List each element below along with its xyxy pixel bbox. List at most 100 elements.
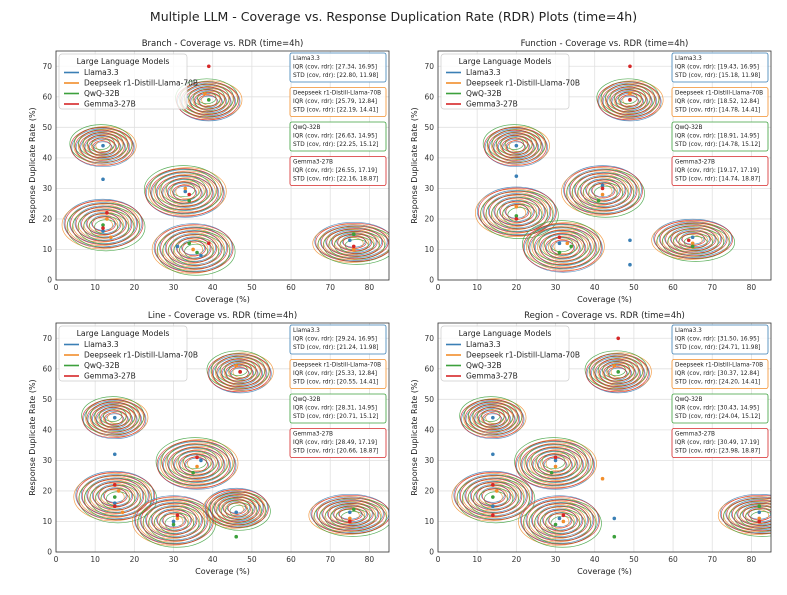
contour-ring — [475, 188, 554, 237]
legend: Large Language Models Llama3.3 Deepseek r1… — [440, 53, 580, 110]
stats-title: Gemma3-27B — [293, 160, 333, 166]
data-point — [600, 183, 605, 188]
data-point — [494, 489, 499, 493]
contour-ring — [208, 354, 272, 394]
contour-ring — [580, 176, 627, 205]
contour-ring — [86, 477, 144, 513]
contour-ring — [566, 170, 635, 213]
x-tick-label: 70 — [707, 283, 717, 292]
contour-ring — [572, 173, 629, 210]
y-tick-label: 0 — [47, 548, 52, 557]
contour-ring — [216, 358, 262, 387]
contour-ring — [210, 491, 265, 526]
contour-ring — [596, 78, 660, 118]
y-axis-label: Response Duplicate Rate (%) — [410, 379, 419, 495]
contour-ring — [532, 451, 579, 480]
x-tick-label: 50 — [629, 555, 639, 564]
y-axis-label: Response Duplicate Rate (%) — [410, 107, 419, 223]
panel-4: 0 10 20 30 40 50 60 70 80 0 10 20 30 40 50 60 70 Region -… — [410, 311, 772, 576]
contour-ring — [210, 352, 274, 392]
contour-ring — [164, 177, 211, 206]
density-contours — [451, 350, 771, 548]
contour-ring — [473, 407, 511, 431]
stats-iqr: IQR (cov, rdr): [30.49, 17.19] — [675, 440, 759, 446]
contour-ring — [535, 230, 592, 266]
contour-ring — [150, 171, 219, 214]
contour-ring — [594, 358, 640, 387]
data-point — [187, 192, 191, 197]
x-tick-label: 80 — [747, 283, 757, 292]
contour-ring — [88, 137, 116, 156]
contour-ring — [527, 447, 584, 484]
contour-ring — [488, 129, 543, 164]
stats-title: Llama3.3 — [293, 56, 320, 62]
contour-ring — [730, 499, 771, 528]
contour-ring — [92, 405, 138, 434]
data-point — [557, 241, 562, 246]
data-point — [612, 363, 617, 368]
x-tick-label: 0 — [54, 555, 59, 564]
contour-ring — [597, 81, 661, 121]
data-point — [191, 470, 195, 475]
x-tick-label: 10 — [472, 283, 482, 292]
data-point — [120, 510, 125, 515]
stats-box — [289, 87, 387, 117]
contour-ring — [207, 353, 271, 393]
stats-iqr: IQR (cov, rdr): [26.55, 17.19] — [293, 168, 377, 174]
stats-box — [671, 156, 769, 186]
legend: Large Language Models Llama3.3 Deepseek r1… — [440, 325, 580, 382]
contour-ring — [598, 361, 636, 385]
contour-ring — [320, 225, 389, 260]
contour-ring — [611, 90, 649, 114]
contour-ring — [223, 499, 252, 518]
contour-ring — [500, 200, 535, 223]
contour-ring — [602, 85, 658, 119]
y-axis-label: Response Duplicate Rate (%) — [28, 379, 37, 495]
contour-ring — [736, 501, 771, 525]
x-tick-label: 60 — [668, 283, 678, 292]
contour-ring — [326, 501, 373, 525]
data-point — [757, 510, 762, 515]
contour-ring — [153, 170, 222, 213]
contour-ring — [314, 221, 389, 261]
x-tick-label: 30 — [551, 555, 561, 564]
contour-ring — [220, 361, 258, 385]
stats-std: STD (cov, rdr): [24.71, 11.98] — [675, 345, 760, 351]
y-tick-label: 10 — [424, 245, 434, 254]
contour-ring — [523, 223, 602, 272]
figure-suptitle: Multiple LLM - Coverage vs. Response Dup… — [149, 9, 638, 24]
data-point — [206, 241, 211, 246]
x-tick-label: 60 — [286, 283, 296, 292]
contour-ring — [670, 227, 717, 251]
data-point — [112, 483, 117, 487]
x-tick-label: 10 — [90, 283, 100, 292]
x-tick-label: 70 — [325, 283, 335, 292]
contour-ring — [483, 127, 547, 167]
stats-iqr: IQR (cov, rdr): [19.43, 16.95] — [675, 65, 759, 71]
legend: Large Language Models Llama3.3 Deepseek r1… — [58, 325, 198, 382]
data-point — [175, 516, 180, 521]
contour-ring — [516, 441, 595, 490]
stats-std: STD (cov, rdr): [22.25, 15.12] — [293, 142, 378, 148]
contour-ring — [720, 494, 771, 534]
x-tick-label: 30 — [169, 555, 179, 564]
contour-ring — [157, 509, 192, 532]
contour-ring — [585, 178, 620, 201]
stats-iqr: IQR (cov, rdr): [25.33, 12.84] — [293, 371, 377, 377]
stats-iqr: IQR (cov, rdr): [30.37, 12.84] — [675, 371, 759, 377]
contour-ring — [654, 219, 733, 259]
contour-ring — [145, 169, 225, 218]
contour-ring — [182, 240, 206, 257]
x-tick-label: 30 — [169, 283, 179, 292]
contour-ring — [545, 236, 580, 259]
contour-ring — [537, 228, 594, 264]
axes-frame — [437, 50, 772, 281]
contour-ring — [311, 494, 389, 534]
contour-ring — [497, 135, 534, 159]
data-point — [690, 241, 695, 246]
stats-box — [671, 324, 769, 355]
stats-title: Deepseek r1-Distill-Llama-70B — [675, 363, 763, 369]
y-tick-label: 40 — [424, 425, 434, 434]
stats-title: QwQ-32B — [675, 397, 702, 403]
contour-ring — [209, 490, 264, 525]
